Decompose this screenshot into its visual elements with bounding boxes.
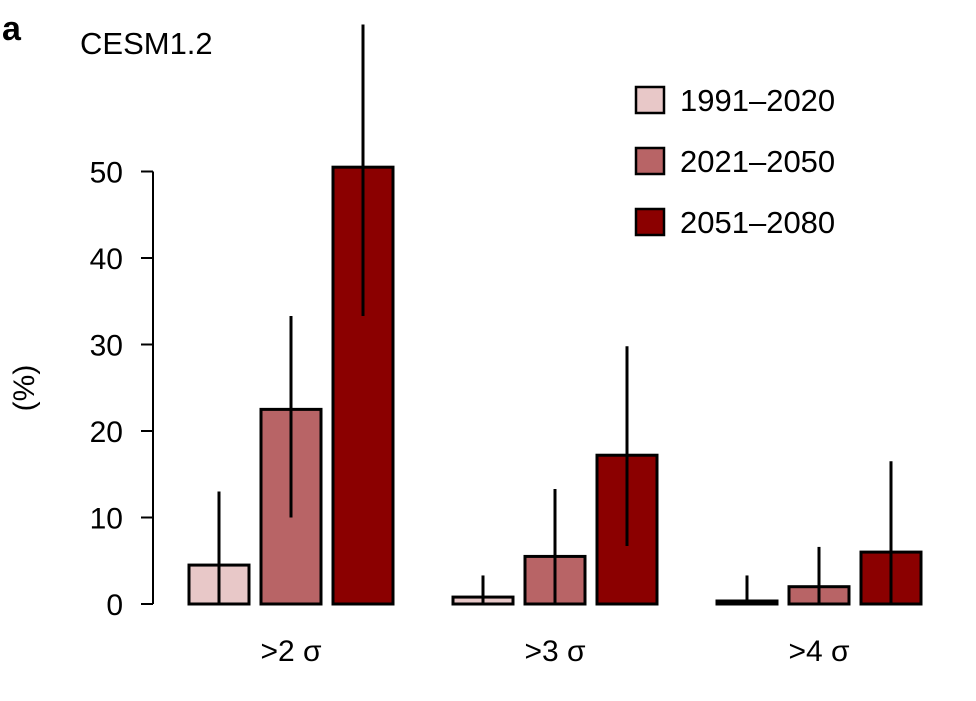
legend-label: 2021–2050 (680, 144, 835, 179)
panel-label: a (2, 10, 22, 48)
y-tick-label: 0 (106, 589, 123, 622)
chart-title: CESM1.2 (80, 26, 213, 61)
legend-swatch (634, 207, 666, 237)
x-axis-labels: >2 σ >3 σ >4 σ (260, 635, 850, 668)
y-tick-label: 20 (90, 416, 123, 449)
category-label: >3 σ (524, 635, 586, 668)
category-label: >2 σ (260, 635, 322, 668)
legend-label: 2051–2080 (680, 205, 835, 240)
y-tick-label: 40 (90, 243, 123, 276)
legend-swatch (634, 85, 666, 115)
category-label: >4 σ (788, 635, 850, 668)
y-axis-label: (%) (8, 365, 41, 412)
y-axis: 0 10 20 30 40 50 (90, 157, 154, 622)
y-tick-label: 30 (90, 330, 123, 363)
legend-swatch (634, 146, 666, 176)
legend-label: 1991–2020 (680, 83, 835, 118)
legend: 1991–2020 2021–2050 2051–2080 (634, 83, 835, 240)
y-tick-label: 10 (90, 503, 123, 536)
bars-group (187, 24, 923, 606)
y-tick-label: 50 (90, 157, 123, 190)
